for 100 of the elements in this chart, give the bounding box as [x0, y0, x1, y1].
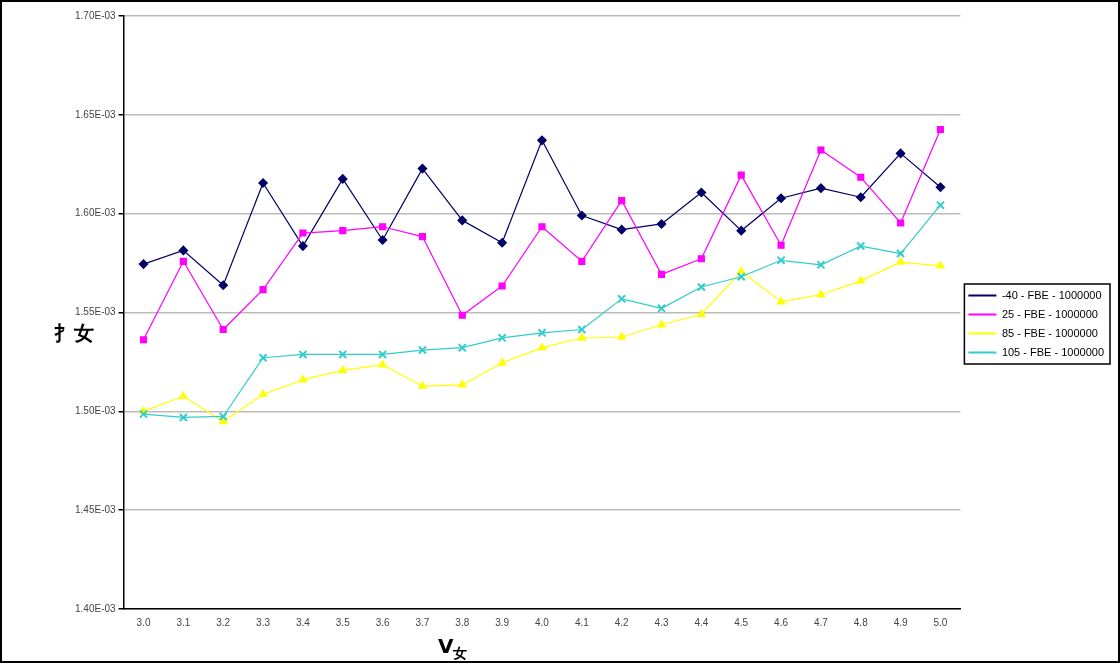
point	[338, 174, 348, 184]
x-tick-label: 4.2	[614, 616, 630, 628]
point	[179, 257, 187, 265]
point	[936, 261, 945, 269]
point	[258, 178, 268, 188]
y-tick-label: 1.70E-03	[74, 9, 117, 21]
point	[457, 215, 468, 226]
legend-label: -40 - FBE - 1000000	[1001, 288, 1102, 301]
point	[896, 249, 906, 259]
x-tick-label: 5.0	[933, 616, 948, 628]
point	[457, 343, 467, 353]
x-tick-label: 3.4	[295, 616, 311, 628]
legend-label: 85 - FBE - 1000000	[1001, 326, 1098, 339]
point	[418, 233, 427, 241]
point	[218, 280, 228, 290]
y-axis-title: 扌女	[54, 320, 94, 347]
x-tick-label: 3.9	[495, 616, 510, 628]
point	[777, 241, 785, 249]
x-tick-label: 3.3	[256, 616, 271, 628]
point	[656, 303, 667, 313]
point	[139, 336, 148, 344]
point	[178, 412, 188, 422]
point	[418, 381, 427, 389]
point	[417, 163, 428, 174]
point	[299, 229, 307, 237]
point	[339, 227, 347, 235]
x-tick-label: 4.5	[734, 616, 749, 628]
legend-label: 25 - FBE - 1000000	[1001, 307, 1098, 320]
point	[458, 380, 467, 388]
point	[219, 325, 227, 334]
point	[657, 320, 666, 328]
x-tick-label: 3.8	[455, 616, 470, 628]
point	[618, 197, 626, 205]
point	[498, 282, 506, 290]
point	[497, 237, 507, 248]
point	[616, 224, 627, 235]
point	[776, 296, 786, 305]
point	[298, 349, 308, 359]
point	[736, 225, 746, 236]
point	[936, 125, 945, 134]
point	[935, 182, 946, 192]
point	[259, 285, 267, 294]
point	[736, 272, 746, 282]
point	[896, 257, 905, 265]
x-tick-label: 3.6	[375, 616, 390, 628]
y-tick-label: 1.40E-03	[74, 602, 117, 614]
x-axis-title: V$_{女}$	[438, 634, 468, 663]
point	[696, 282, 706, 292]
y-tick-label: 1.55E-03	[74, 306, 117, 318]
legend-label: 105 - FBE - 1000000	[1001, 345, 1104, 358]
y-tick-label: 1.60E-03	[74, 207, 117, 219]
point	[458, 311, 466, 319]
x-tick-label: 4.8	[853, 616, 869, 628]
point	[737, 171, 745, 179]
point	[856, 276, 865, 284]
x-tick-label: 4.1	[574, 616, 590, 628]
point	[617, 294, 627, 304]
point	[577, 333, 587, 341]
point	[776, 255, 786, 265]
point	[578, 257, 586, 265]
point	[656, 219, 667, 229]
point	[857, 173, 865, 181]
point	[816, 183, 826, 193]
point	[178, 245, 189, 256]
x-tick-label: 4.3	[654, 616, 669, 628]
x-tick-label: 4.6	[774, 616, 789, 628]
point	[218, 411, 228, 422]
point	[776, 193, 786, 203]
y-tick-label: 1.65E-03	[74, 108, 117, 120]
point	[856, 241, 866, 251]
point	[577, 324, 587, 335]
point	[298, 374, 308, 383]
point	[417, 345, 427, 355]
x-tick-label: 3.0	[136, 616, 151, 628]
point	[577, 210, 587, 221]
point	[179, 391, 188, 400]
x-tick-label: 3.7	[415, 616, 430, 628]
point	[816, 289, 826, 298]
x-tick-label: 3.1	[176, 616, 191, 628]
x-tick-label: 3.2	[216, 616, 231, 628]
x-tick-label: 4.0	[535, 616, 550, 628]
point	[537, 135, 547, 146]
point	[138, 409, 149, 419]
point	[935, 200, 945, 210]
point	[816, 260, 826, 270]
y-tick-label: 1.50E-03	[74, 405, 117, 417]
point	[697, 255, 705, 263]
point	[538, 223, 546, 231]
x-tick-label: 4.7	[813, 616, 829, 628]
x-tick-label: 4.9	[893, 616, 908, 628]
point	[338, 349, 348, 359]
point	[537, 328, 547, 338]
y-tick-label: 1.45E-03	[74, 503, 117, 515]
point	[497, 333, 507, 343]
point	[379, 223, 387, 231]
point	[298, 241, 308, 251]
point	[897, 219, 905, 227]
point	[617, 332, 626, 340]
point	[817, 146, 825, 154]
point	[258, 389, 268, 398]
